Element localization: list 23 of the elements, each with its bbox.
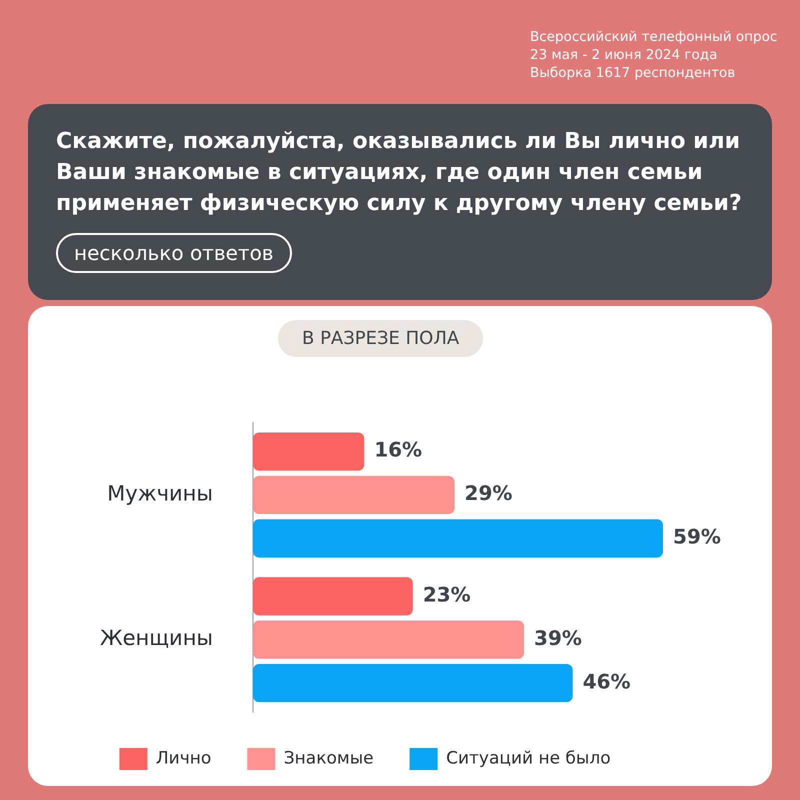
text: Выборка 1617 респондентов [530,64,736,82]
data-label: 59% [673,524,721,549]
data-label: 46% [582,669,631,694]
legend-label: Знакомые [284,748,374,768]
data-label: 29% [464,481,512,506]
bar [253,476,455,514]
chart-subtitle: несколько ответов [56,233,292,273]
bar [253,519,664,558]
bar [253,664,573,702]
legend-label: Ситуаций не было [446,748,611,768]
data-label: 16% [374,438,422,462]
legend-label: Лично [156,748,212,768]
text: В РАЗРЕЗЕ ПОЛА [278,320,484,357]
data-label: 39% [534,626,582,650]
text: 23 мая - 2 июня 2024 года [530,46,718,64]
bar [253,577,413,616]
bar [253,432,364,471]
bar [253,620,524,659]
chart-title: Скажите, пожалуйста, оказывались ли Вы лично или Ваши знакомые в ситуациях, где один член семьи применяет физическую силу к другому члену семьи? [56,128,743,218]
y-tick-label: Мужчины [107,481,214,506]
data-label: 23% [422,582,471,606]
text: Всероссийский телефонный опрос [530,28,778,46]
y-tick-label: Женщины [100,626,214,650]
